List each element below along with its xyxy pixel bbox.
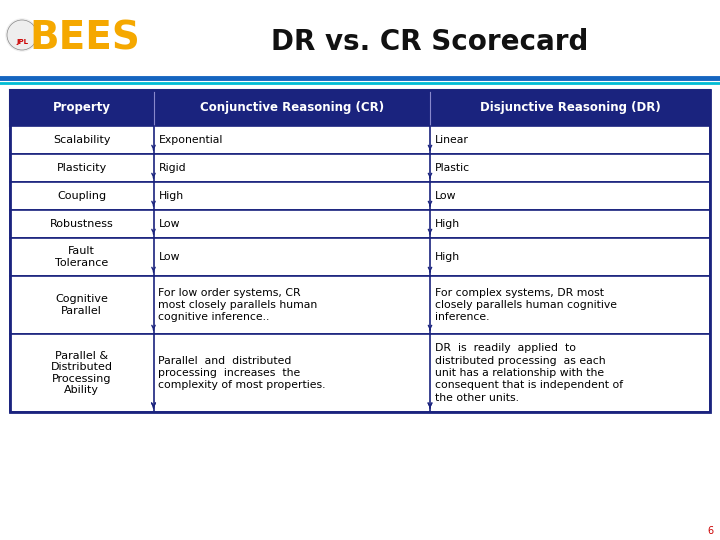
Bar — [10, 210, 710, 238]
Text: DR vs. CR Scorecard: DR vs. CR Scorecard — [271, 28, 589, 56]
Circle shape — [6, 19, 38, 51]
Bar — [10, 126, 710, 154]
Text: Exponential: Exponential — [158, 135, 223, 145]
Text: JPL: JPL — [16, 39, 28, 45]
Text: Plasticity: Plasticity — [57, 163, 107, 173]
Bar — [10, 90, 710, 412]
Bar — [10, 334, 710, 412]
Text: Plastic: Plastic — [435, 163, 470, 173]
Text: Robustness: Robustness — [50, 219, 114, 229]
Text: Low: Low — [158, 252, 180, 262]
Text: Cognitive
Parallel: Cognitive Parallel — [55, 294, 108, 316]
Text: Scalability: Scalability — [53, 135, 110, 145]
Text: High: High — [158, 191, 184, 201]
Text: 6: 6 — [708, 526, 714, 536]
Text: For complex systems, DR most
closely parallels human cognitive
inference.: For complex systems, DR most closely par… — [435, 288, 617, 322]
Text: For low order systems, CR
most closely parallels human
cognitive inference..: For low order systems, CR most closely p… — [158, 288, 318, 322]
Text: Low: Low — [435, 191, 456, 201]
Text: Property: Property — [53, 102, 111, 114]
Text: High: High — [435, 219, 460, 229]
Bar — [10, 276, 710, 334]
Text: Disjunctive Reasoning (DR): Disjunctive Reasoning (DR) — [480, 102, 660, 114]
Text: Low: Low — [158, 219, 180, 229]
Bar — [10, 238, 710, 276]
Text: Parallel  and  distributed
processing  increases  the
complexity of most propert: Parallel and distributed processing incr… — [158, 356, 326, 390]
Text: Conjunctive Reasoning (CR): Conjunctive Reasoning (CR) — [199, 102, 384, 114]
Text: DR  is  readily  applied  to
distributed processing  as each
unit has a relation: DR is readily applied to distributed pro… — [435, 343, 623, 403]
Text: High: High — [435, 252, 460, 262]
Text: Linear: Linear — [435, 135, 469, 145]
Text: Parallel &
Distributed
Processing
Ability: Parallel & Distributed Processing Abilit… — [50, 350, 113, 395]
Text: Rigid: Rigid — [158, 163, 186, 173]
Bar — [10, 182, 710, 210]
Text: Coupling: Coupling — [57, 191, 107, 201]
Bar — [10, 154, 710, 182]
Text: BEES: BEES — [30, 19, 140, 57]
Text: Fault
Tolerance: Fault Tolerance — [55, 246, 109, 268]
Bar — [10, 90, 710, 126]
